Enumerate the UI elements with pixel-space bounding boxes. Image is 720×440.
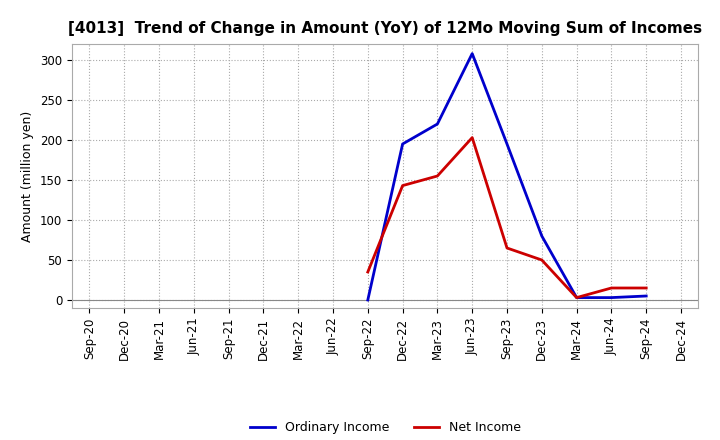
Legend: Ordinary Income, Net Income: Ordinary Income, Net Income [245,416,526,439]
Y-axis label: Amount (million yen): Amount (million yen) [22,110,35,242]
Title: [4013]  Trend of Change in Amount (YoY) of 12Mo Moving Sum of Incomes: [4013] Trend of Change in Amount (YoY) o… [68,21,702,36]
